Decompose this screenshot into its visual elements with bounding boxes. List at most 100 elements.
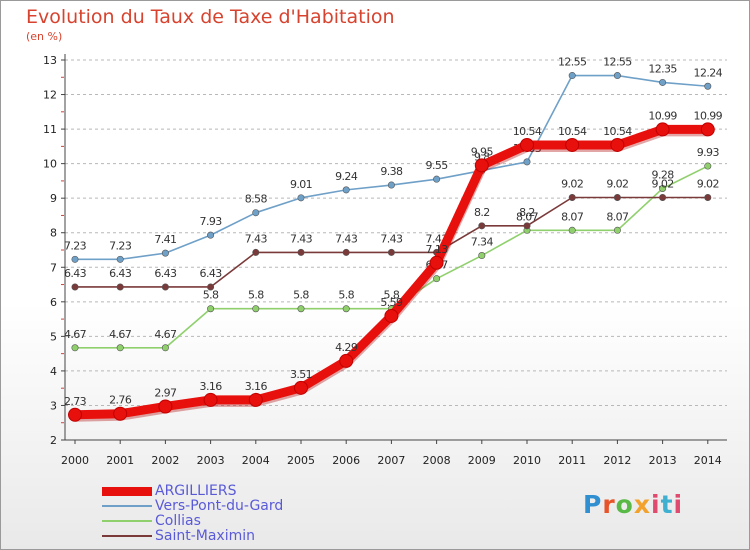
data-label-collias: 4.67 [154,328,177,341]
x-tick-label: 2003 [197,454,225,467]
y-tick-label: 3 [50,399,57,412]
data-label-collias: 4.67 [109,328,132,341]
data-label-vers-pont-du-gard: 9.38 [380,165,403,178]
data-point-saint-maximin [207,283,215,291]
data-label-argilliers: 9.95 [471,145,494,158]
data-label-vers-pont-du-gard: 7.23 [109,239,132,252]
data-label-argilliers: 2.73 [64,395,87,408]
data-label-saint-maximin: 6.43 [154,267,177,280]
data-point-vers-pont-du-gard [342,186,350,194]
data-label-argilliers: 3.16 [245,380,268,393]
data-label-argilliers: 10.54 [513,125,542,138]
data-point-saint-maximin [613,193,621,201]
data-label-saint-maximin: 9.02 [606,177,628,190]
data-point-collias [568,226,576,234]
data-point-collias [207,305,215,313]
data-point-argilliers [248,392,263,407]
data-point-argilliers [474,158,489,173]
data-label-saint-maximin: 6.43 [109,267,132,280]
y-tick-label: 10 [43,158,57,171]
data-point-argilliers [700,122,715,137]
data-point-argilliers [384,308,399,323]
x-tick-label: 2001 [106,454,134,467]
y-tick-label: 4 [50,365,57,378]
data-label-vers-pont-du-gard: 9.24 [335,170,358,183]
x-tick-label: 2014 [694,454,722,467]
data-label-saint-maximin: 7.43 [245,232,268,245]
data-label-argilliers: 10.99 [694,109,723,122]
data-label-vers-pont-du-gard: 12.55 [603,56,632,69]
data-point-saint-maximin [659,193,667,201]
legend-swatch [102,486,152,496]
data-point-vers-pont-du-gard [387,181,395,189]
legend-swatch [102,535,152,537]
legend-swatch [102,505,152,507]
data-label-saint-maximin: 8.2 [474,206,490,219]
data-point-collias [478,252,486,260]
data-point-argilliers [429,255,444,270]
data-point-argilliers [294,380,308,395]
data-point-vers-pont-du-gard [116,255,124,263]
data-point-argilliers [339,353,354,368]
x-tick-label: 2008 [423,454,451,467]
x-tick-label: 2010 [513,454,541,467]
data-point-saint-maximin [478,222,486,230]
data-label-collias: 4.67 [64,328,87,341]
data-point-argilliers [158,399,173,414]
data-label-collias: 8.07 [561,210,584,223]
x-tick-label: 2009 [468,454,496,467]
data-label-argilliers: 2.97 [154,386,177,399]
y-tick-label: 13 [43,54,57,67]
data-point-saint-maximin [297,248,305,256]
data-label-collias: 5.8 [203,289,219,302]
y-tick-label: 6 [50,296,57,309]
data-point-argilliers [520,137,534,152]
chart-title: Evolution du Taux de Taxe d'Habitation [26,6,395,28]
data-point-vers-pont-du-gard [568,72,576,80]
chart-unit-label: (en %) [26,30,63,43]
data-label-collias: 9.93 [697,146,720,159]
data-label-saint-maximin: 7.43 [335,232,358,245]
y-tick-label: 9 [50,192,57,205]
data-label-saint-maximin: 9.02 [652,177,674,190]
legend-label: Saint-Maximin [155,528,256,544]
data-point-vers-pont-du-gard [207,231,215,239]
data-label-argilliers: 2.76 [109,394,132,407]
data-label-vers-pont-du-gard: 12.24 [694,66,723,79]
data-label-collias: 8.07 [606,210,629,223]
data-point-saint-maximin [71,283,79,291]
data-label-argilliers: 10.99 [648,109,677,122]
data-label-vers-pont-du-gard: 7.41 [154,233,176,246]
data-point-vers-pont-du-gard [161,249,169,257]
data-point-saint-maximin [116,283,124,291]
legend-swatch [102,520,152,522]
data-point-vers-pont-du-gard [71,255,79,263]
data-point-vers-pont-du-gard [659,78,667,86]
legend-label: Vers-Pont-du-Gard [155,498,284,514]
data-point-saint-maximin [161,283,169,291]
data-point-saint-maximin [523,222,531,230]
data-point-saint-maximin [568,193,576,201]
x-tick-label: 2012 [603,454,631,467]
data-label-saint-maximin: 9.02 [697,177,719,190]
y-tick-label: 11 [43,123,57,136]
x-tick-label: 2007 [377,454,405,467]
data-label-collias: 5.8 [384,289,400,302]
data-point-collias [161,344,169,352]
y-tick-label: 2 [50,434,57,447]
data-label-collias: 7.34 [471,236,494,249]
data-label-saint-maximin: 8.2 [519,206,535,219]
data-label-collias: 5.8 [293,289,309,302]
data-point-saint-maximin [387,248,395,256]
y-tick-label: 12 [43,89,57,102]
data-point-argilliers [655,122,670,137]
data-point-collias [659,185,667,193]
data-label-vers-pont-du-gard: 12.55 [558,56,587,69]
data-point-collias [613,226,621,234]
data-label-argilliers: 5.59 [380,296,403,309]
data-label-collias: 5.8 [338,289,354,302]
data-label-collias: 8.07 [516,210,539,223]
data-label-collias: 5.8 [248,289,264,302]
